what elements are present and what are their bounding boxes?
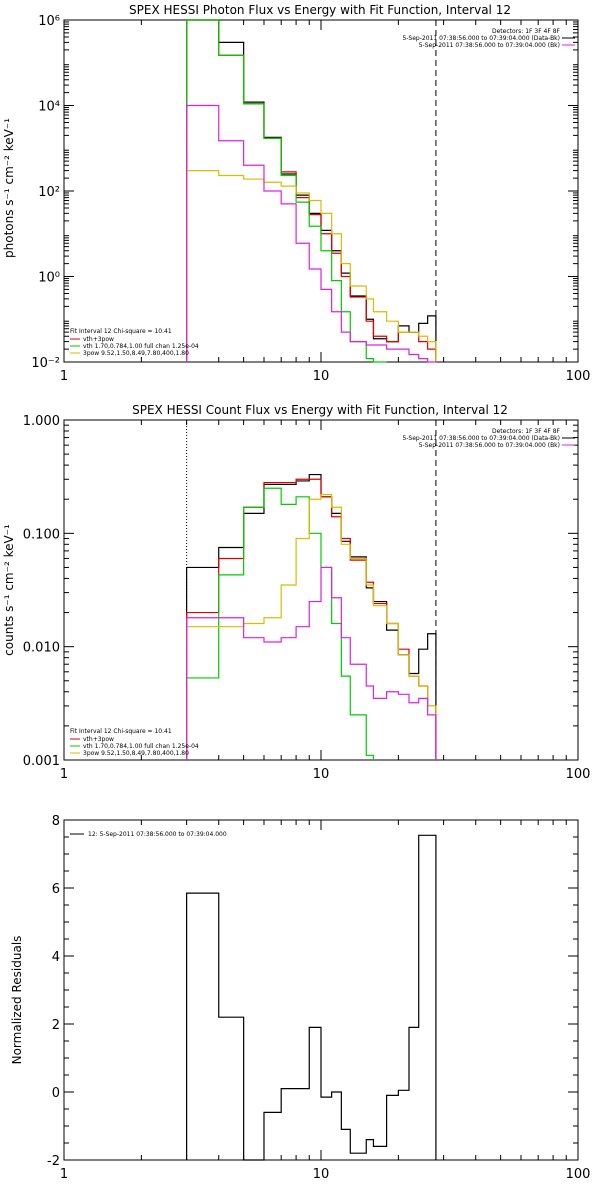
count-flux-x-tick-label: 10 (313, 767, 330, 782)
photon-flux-y-tick-label: 10⁶ (38, 14, 60, 29)
count-flux-legend-top-line-2: 5-Sep-2011 07:38:56.000 to 07:39:04.000 … (419, 442, 560, 449)
residuals-legend: 12: 5-Sep-2011 07:38:56.000 to 07:39:04.… (70, 831, 227, 838)
count-flux-series-3 (186, 493, 437, 760)
photon-flux-x-tick-label: 100 (566, 369, 591, 384)
residuals-y-tick-label: 0 (52, 1086, 60, 1101)
photon-flux-legend-bottom: Fit Interval 12 Chi-square = 10.41 vth+3… (70, 328, 199, 357)
photon-flux-x-tick-label: 10 (313, 369, 330, 384)
photon-flux-ylabel: photons s⁻¹ cm⁻² keV⁻¹ (2, 118, 16, 258)
count-flux-legend-bottom-header: Fit Interval 12 Chi-square = 10.41 (70, 728, 172, 735)
photon-flux-legend-top-line-2: 5-Sep-2011 07:38:56.000 to 07:39:04.000 … (419, 42, 560, 49)
residuals-y-tick-label: 4 (52, 950, 60, 965)
count-flux-y-tick-label: 0.010 (23, 641, 60, 656)
count-flux-legend-bottom-line-1: vth+3pow (83, 736, 114, 743)
count-flux-y-tick-label: 0.100 (23, 527, 60, 542)
residuals-ylabel: Normalized Residuals (10, 936, 24, 1065)
residuals-y-tick-label: 8 (52, 814, 60, 829)
photon-flux-legend-bottom-line-1: vth+3pow (83, 336, 114, 343)
count-flux-legend-bottom-line-3: 3pow 9.52,1.50,8.49,7.80,400,1.80 (83, 750, 189, 757)
photon-flux-y-tick-label: 10⁰ (38, 271, 60, 286)
residuals-y-tick-label: 2 (52, 1018, 60, 1033)
count-flux-legend-bottom: Fit Interval 12 Chi-square = 10.41 vth+3… (70, 728, 199, 757)
photon-flux-legend-bottom-line-2: vth 1.70,0.784,1.00 full chan 1.25e-04 (83, 343, 199, 350)
photon-flux-x-tick-label: 1 (60, 369, 68, 384)
photon-flux-y-tick-label: 10⁴ (38, 100, 60, 115)
photon-flux-title: SPEX HESSI Photon Flux vs Energy with Fi… (129, 3, 511, 17)
photon-flux-legend-top: Detectors: 1F 3F 4F 8F 5-Sep-2011 07:38:… (402, 28, 575, 49)
count-flux-legend-top-header: Detectors: 1F 3F 4F 8F (492, 428, 561, 435)
count-flux-series (186, 473, 437, 760)
photon-flux-y-tick-label: 10² (38, 185, 60, 200)
photon-flux-legend-bottom-header: Fit Interval 12 Chi-square = 10.41 (70, 328, 172, 335)
count-flux-x-tick-label: 1 (60, 767, 68, 782)
photon-flux-series (186, 19, 437, 363)
photon-flux-legend-top-line-1: 5-Sep-2011 07:38:56.000 to 07:39:04.000 … (402, 35, 560, 42)
residuals-axis-ticks: 1 10 100 -2 0 2 4 6 8 (47, 814, 590, 1182)
count-flux-legend-top: Detectors: 1F 3F 4F 8F 5-Sep-2011 07:38:… (402, 428, 575, 449)
photon-flux-legend-top-header: Detectors: 1F 3F 4F 8F (492, 28, 561, 35)
residuals-series (186, 834, 437, 1161)
count-flux-axis-ticks: 1 10 100 0.001 0.010 0.100 1.000 (23, 414, 591, 782)
residuals-x-tick-label: 1 (60, 1167, 68, 1182)
residuals-legend-line: 12: 5-Sep-2011 07:38:56.000 to 07:39:04.… (88, 831, 227, 838)
count-flux-panel: SPEX HESSI Count Flux vs Energy with Fit… (2, 403, 590, 782)
count-flux-series-4 (186, 566, 437, 760)
count-flux-y-tick-label: 0.001 (23, 754, 60, 769)
residuals-series-0 (186, 834, 437, 1161)
count-flux-title: SPEX HESSI Count Flux vs Energy with Fit… (132, 403, 508, 417)
photon-flux-axis-ticks: 1 10 100 10⁻² 10⁰ 10² 10⁴ 10⁶ (31, 14, 590, 384)
residuals-x-tick-label: 10 (313, 1167, 330, 1182)
photon-flux-legend-bottom-line-3: 3pow 9.52,1.50,8.49,7.80,400,1.80 (83, 350, 189, 357)
count-flux-y-tick-label: 1.000 (23, 414, 60, 429)
count-flux-ylabel: counts s⁻¹ cm⁻² keV⁻¹ (2, 524, 16, 656)
residuals-x-tick-label: 100 (566, 1167, 591, 1182)
residuals-panel: Normalized Residuals 1 10 100 -2 0 2 4 6 8 12: 5… (10, 814, 590, 1182)
residuals-y-tick-label: -2 (47, 1154, 60, 1169)
photon-flux-series-4 (186, 104, 436, 363)
residuals-y-tick-label: 6 (52, 882, 60, 897)
count-flux-legend-top-line-1: 5-Sep-2011 07:38:56.000 to 07:39:04.000 … (402, 435, 560, 442)
count-flux-legend-bottom-line-2: vth 1.70,0.784,1.00 full chan 1.25e-04 (83, 743, 199, 750)
photon-flux-panel: SPEX HESSI Photon Flux vs Energy with Fi… (2, 3, 590, 384)
photon-flux-y-tick-label: 10⁻² (31, 356, 60, 371)
count-flux-x-tick-label: 100 (566, 767, 591, 782)
